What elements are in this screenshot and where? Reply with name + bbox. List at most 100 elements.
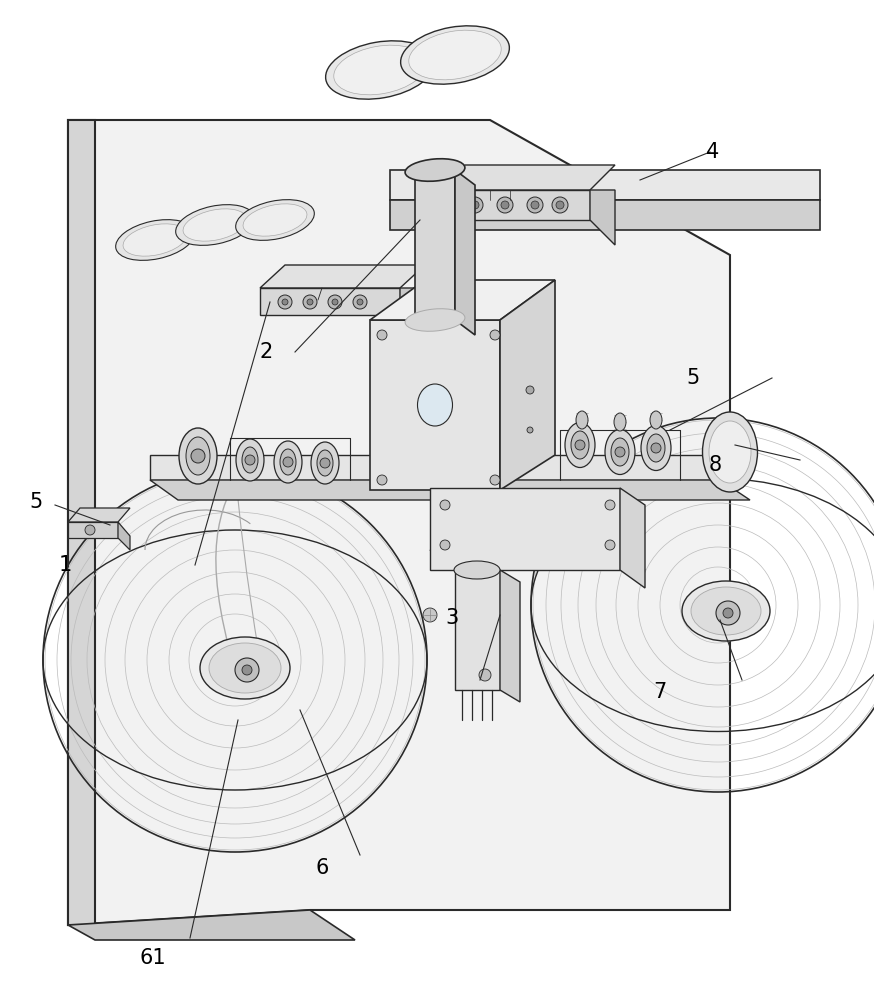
Circle shape: [303, 295, 317, 309]
Polygon shape: [150, 455, 720, 480]
Ellipse shape: [317, 450, 333, 476]
Polygon shape: [500, 570, 520, 702]
Text: 2: 2: [260, 342, 273, 362]
Circle shape: [282, 299, 288, 305]
Polygon shape: [68, 120, 95, 925]
Ellipse shape: [682, 581, 770, 641]
Ellipse shape: [565, 422, 595, 468]
Circle shape: [531, 201, 539, 209]
Circle shape: [527, 197, 543, 213]
Text: 4: 4: [706, 142, 719, 162]
Circle shape: [605, 540, 615, 550]
Text: 5: 5: [30, 492, 43, 512]
Ellipse shape: [571, 431, 589, 459]
Ellipse shape: [409, 30, 501, 80]
Polygon shape: [390, 170, 820, 200]
Polygon shape: [440, 165, 615, 190]
Ellipse shape: [614, 413, 626, 431]
Circle shape: [320, 458, 330, 468]
Polygon shape: [620, 488, 645, 588]
Polygon shape: [68, 120, 730, 925]
Ellipse shape: [641, 426, 671, 471]
Text: 7: 7: [654, 682, 667, 702]
Circle shape: [552, 197, 568, 213]
Polygon shape: [440, 190, 590, 220]
Ellipse shape: [115, 220, 194, 260]
Ellipse shape: [176, 205, 254, 245]
Polygon shape: [400, 288, 425, 338]
Circle shape: [307, 299, 313, 305]
Ellipse shape: [405, 309, 465, 331]
Circle shape: [651, 443, 661, 453]
Polygon shape: [68, 522, 118, 538]
Ellipse shape: [183, 209, 247, 241]
Polygon shape: [500, 280, 555, 490]
Text: 8: 8: [709, 455, 722, 475]
Circle shape: [615, 447, 625, 457]
Ellipse shape: [209, 643, 281, 693]
Ellipse shape: [611, 438, 629, 466]
Polygon shape: [455, 570, 500, 690]
Circle shape: [423, 608, 437, 622]
Circle shape: [377, 475, 387, 485]
Circle shape: [501, 201, 509, 209]
Ellipse shape: [691, 587, 761, 635]
Ellipse shape: [326, 41, 434, 99]
Ellipse shape: [179, 428, 217, 484]
Ellipse shape: [454, 561, 500, 579]
Polygon shape: [390, 200, 820, 230]
Circle shape: [716, 601, 740, 625]
Circle shape: [245, 455, 255, 465]
Ellipse shape: [703, 412, 758, 492]
Ellipse shape: [236, 439, 264, 481]
Circle shape: [440, 540, 450, 550]
Circle shape: [357, 299, 363, 305]
Text: 5: 5: [686, 368, 699, 388]
Text: 1: 1: [59, 555, 72, 575]
Circle shape: [467, 197, 483, 213]
Circle shape: [527, 427, 533, 433]
Circle shape: [605, 500, 615, 510]
Circle shape: [332, 299, 338, 305]
Polygon shape: [430, 550, 645, 570]
Ellipse shape: [576, 411, 588, 429]
Ellipse shape: [709, 421, 751, 483]
Circle shape: [440, 500, 450, 510]
Text: 3: 3: [446, 608, 459, 628]
Text: 6: 6: [316, 858, 329, 878]
Ellipse shape: [647, 434, 665, 462]
Circle shape: [377, 330, 387, 340]
Ellipse shape: [242, 447, 258, 473]
Ellipse shape: [311, 442, 339, 484]
Circle shape: [242, 665, 252, 675]
Polygon shape: [370, 280, 555, 320]
Polygon shape: [590, 190, 615, 245]
Polygon shape: [370, 320, 500, 490]
Ellipse shape: [236, 200, 315, 240]
Ellipse shape: [274, 441, 302, 483]
Circle shape: [235, 658, 259, 682]
Ellipse shape: [186, 437, 210, 475]
Text: 61: 61: [140, 948, 166, 968]
Ellipse shape: [400, 26, 510, 84]
Circle shape: [556, 201, 564, 209]
Circle shape: [490, 330, 500, 340]
Circle shape: [191, 449, 205, 463]
Ellipse shape: [123, 224, 187, 256]
Ellipse shape: [405, 159, 465, 181]
Circle shape: [575, 440, 585, 450]
Ellipse shape: [418, 384, 453, 426]
Circle shape: [85, 525, 95, 535]
Polygon shape: [68, 910, 355, 940]
Circle shape: [353, 295, 367, 309]
Circle shape: [278, 295, 292, 309]
Ellipse shape: [605, 430, 635, 475]
Polygon shape: [68, 508, 130, 522]
Circle shape: [283, 457, 293, 467]
Polygon shape: [118, 522, 130, 550]
Circle shape: [328, 295, 342, 309]
Ellipse shape: [200, 637, 290, 699]
Circle shape: [723, 608, 733, 618]
Ellipse shape: [280, 449, 296, 475]
Polygon shape: [430, 488, 620, 570]
